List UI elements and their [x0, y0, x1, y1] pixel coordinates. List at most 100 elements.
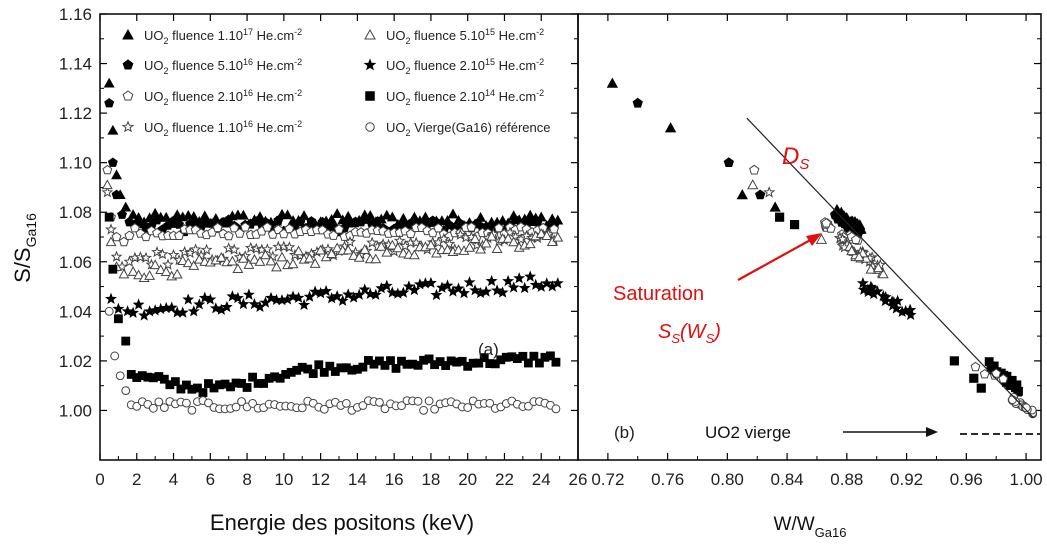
- y-tick-label: 1.06: [59, 253, 92, 272]
- star-filled-point: [380, 279, 393, 291]
- pentagon-filled-point: [295, 216, 306, 227]
- legend-marker-pentagon-open: [122, 90, 134, 101]
- x-tick-label: 0.88: [830, 470, 863, 489]
- star-filled-point: [871, 285, 884, 297]
- triangle-open-point: [508, 236, 520, 247]
- legend-entry: UO2 fluence 5.1016 He.cm-2: [122, 57, 302, 76]
- square-filled-point: [121, 336, 131, 346]
- pentagon-filled-point: [111, 189, 122, 200]
- saturation-arrow: [737, 233, 822, 281]
- triangle-open-point: [287, 258, 299, 269]
- pentagon-open-point: [174, 230, 184, 240]
- square-filled-point: [104, 212, 114, 222]
- y-tick-label: 1.04: [59, 302, 92, 321]
- circle-open-point: [104, 306, 114, 316]
- circle-open-point: [248, 399, 258, 408]
- circle-open-point: [204, 398, 213, 408]
- triangle-open-point: [215, 251, 227, 262]
- triangle-open-point: [535, 228, 547, 238]
- triangle-open-point: [144, 270, 156, 280]
- x-tick-label: 24: [532, 470, 551, 489]
- legend-label: UO2 fluence 5.1015 He.cm-2: [386, 27, 544, 46]
- star-open-point: [283, 241, 296, 253]
- x-tick-label: 22: [495, 470, 514, 489]
- square-filled-point: [242, 383, 252, 392]
- star-filled-point: [877, 289, 890, 302]
- star-open-point: [244, 241, 257, 254]
- triangle-open-point: [237, 252, 249, 263]
- y-tick-label: 1.02: [59, 352, 92, 371]
- star-open-point: [261, 243, 274, 255]
- circle-open-point: [485, 398, 495, 408]
- triangle-open-point: [442, 244, 453, 254]
- star-filled-point: [182, 293, 195, 305]
- star-open-point: [836, 233, 849, 245]
- star-filled-point: [358, 283, 371, 295]
- star-filled-point: [469, 284, 481, 296]
- star-open-point: [200, 243, 213, 255]
- star-filled-point: [193, 298, 206, 310]
- pentagon-filled-point: [135, 218, 146, 228]
- triangle-filled-point: [107, 124, 119, 135]
- triangle-open-point: [232, 263, 244, 274]
- square-filled-point: [314, 360, 324, 370]
- pentagon-open-point: [998, 373, 1009, 384]
- star-filled-point: [458, 287, 470, 299]
- star-filled-point: [890, 302, 903, 314]
- square-filled-point: [303, 364, 313, 374]
- triangle-open-point: [747, 179, 759, 190]
- triangle-open-point: [486, 230, 498, 241]
- saturation-label: Saturation: [613, 283, 704, 305]
- star-filled-point: [231, 291, 244, 304]
- pentagon-open-point: [212, 222, 223, 233]
- pentagon-open-point: [850, 234, 861, 244]
- triangle-filled-point: [111, 169, 122, 180]
- pentagon-filled-point: [104, 97, 115, 108]
- star-filled-point: [121, 305, 134, 317]
- triangle-open-point: [524, 238, 536, 249]
- star-open-point: [134, 251, 147, 263]
- star-filled-point: [524, 270, 537, 282]
- square-filled-point: [380, 360, 390, 370]
- triangle-open-point: [101, 179, 113, 190]
- square-filled-point: [474, 358, 484, 368]
- circle-open-point: [110, 351, 120, 361]
- pentagon-open-point: [234, 228, 245, 238]
- square-filled-point: [170, 377, 180, 387]
- star-filled-point: [887, 296, 900, 308]
- triangle-filled-point: [769, 201, 781, 212]
- triangle-filled-point: [386, 211, 398, 222]
- uo2-vierge-label: UO2 vierge: [705, 423, 791, 442]
- circle-open-point: [319, 404, 329, 414]
- square-filled-point: [319, 367, 329, 377]
- star-open-point: [437, 232, 450, 245]
- vierge-arrow: [843, 427, 938, 437]
- square-filled-point: [159, 374, 169, 384]
- star-filled-point: [861, 283, 874, 295]
- triangle-filled-point: [120, 201, 132, 212]
- star-filled-point: [430, 288, 443, 301]
- star-open-point: [410, 236, 423, 248]
- star-filled-point: [336, 294, 349, 306]
- square-filled-point: [358, 362, 368, 372]
- circle-open-point: [132, 401, 142, 411]
- star-open-point: [151, 245, 163, 258]
- circle-open-point: [424, 396, 434, 406]
- star-filled-point: [480, 285, 493, 297]
- x-tick-label: 6: [206, 470, 215, 489]
- pentagon-open-point: [979, 368, 990, 379]
- pentagon-filled-point: [306, 216, 317, 226]
- star-filled-point: [320, 284, 333, 297]
- star-filled-point: [204, 293, 217, 305]
- star-open-point: [443, 237, 456, 250]
- x-tick-label: 10: [274, 470, 293, 489]
- ss-ws-label: SS(WS): [658, 321, 721, 346]
- pentagon-open-point: [328, 230, 339, 240]
- star-filled-point: [518, 281, 531, 294]
- star-open-point: [504, 226, 516, 238]
- triangle-open-point: [853, 251, 865, 262]
- triangle-open-point: [260, 249, 271, 260]
- pentagon-filled-point: [152, 214, 162, 225]
- x-tick-label: 0.92: [890, 470, 923, 489]
